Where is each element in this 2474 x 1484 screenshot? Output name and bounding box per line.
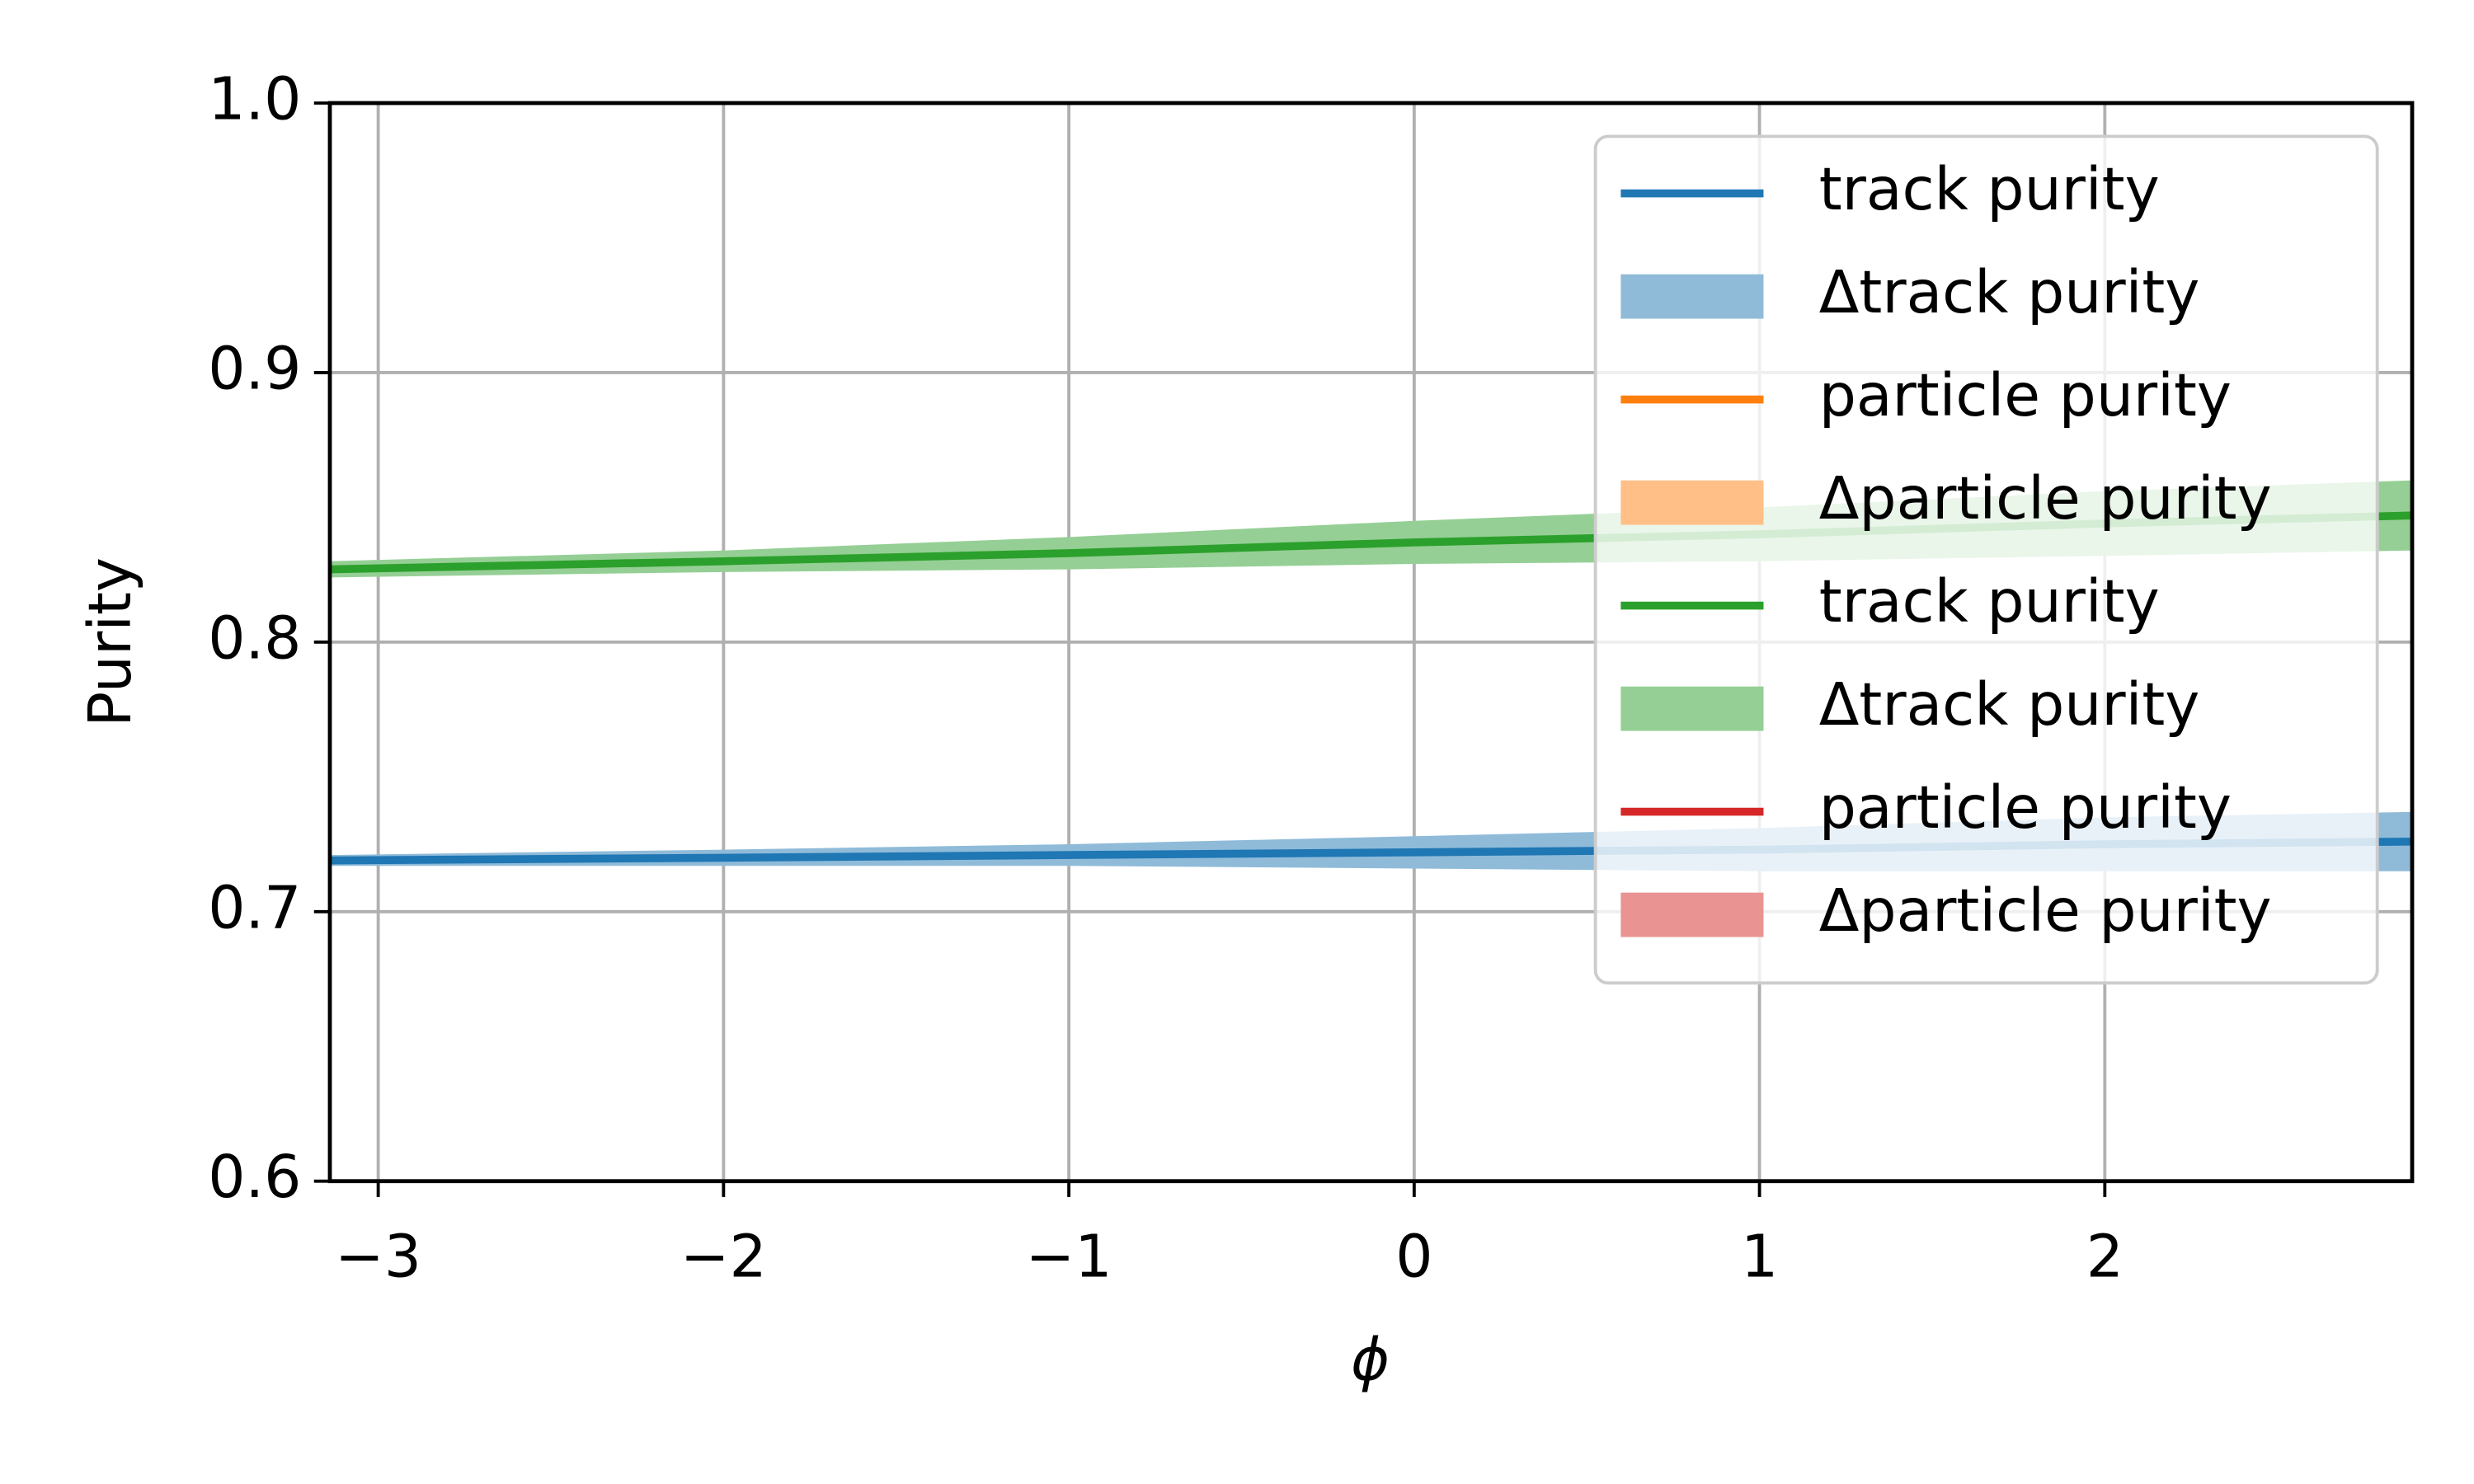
x-tick-label: −3 [335,1222,421,1290]
y-tick-label: 0.9 [208,334,301,402]
x-tick-label: −2 [680,1222,767,1290]
legend-label: Δparticle purity [1819,464,2272,533]
legend-band [1620,274,1764,319]
legend: track purity Δtrack purity particle purity… [1593,134,2379,985]
x-tick-label: −1 [1026,1222,1112,1290]
x-tick-label: 2 [2086,1222,2124,1290]
legend-label: Δparticle purity [1819,876,2272,945]
legend-frame [1593,134,2379,985]
legend-band [1620,892,1764,937]
y-axis-label: Purity [76,557,144,727]
y-tick-label: 0.7 [208,873,301,942]
plot-frame [327,101,2415,1184]
legend-label: track purity [1819,567,2160,636]
legend-label: particle purity [1819,361,2232,430]
legend-band [1620,686,1764,731]
x-axis-label: ϕ [1351,1325,1390,1393]
y-tick-label: 0.6 [208,1143,301,1211]
legend-band [1620,480,1764,525]
legend-label: particle purity [1819,773,2232,842]
y-tick-label: 0.8 [208,603,301,672]
x-tick-label: 0 [1395,1222,1432,1290]
legend-label: track purity [1819,155,2160,223]
legend-label: Δtrack purity [1819,670,2200,739]
y-tick-label: 1.0 [208,65,301,134]
x-tick-label: 1 [1741,1222,1778,1290]
legend-label: Δtrack purity [1819,258,2200,326]
